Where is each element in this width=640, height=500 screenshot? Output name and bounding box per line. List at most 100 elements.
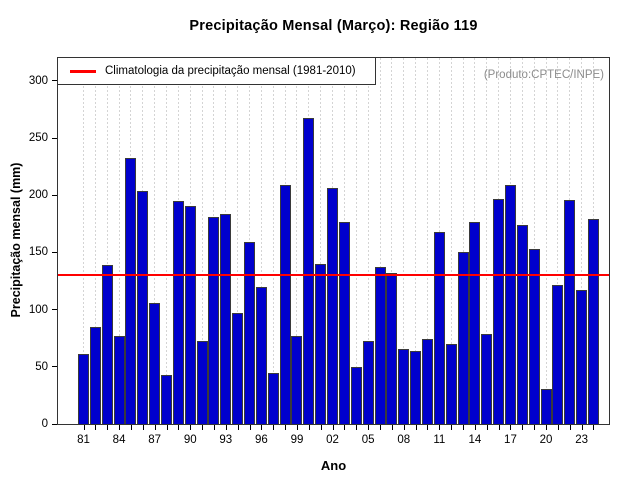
gridline-2020 (545, 58, 547, 424)
bar-2007 (386, 273, 398, 424)
y-axis-label: Precipitação mensal (mm) (9, 162, 23, 318)
bar-2019 (528, 249, 540, 424)
y-tick-150 (52, 251, 57, 253)
gridline-2021 (557, 58, 559, 424)
gridline-1987 (154, 58, 156, 424)
x-tick-1991 (202, 425, 204, 430)
gridline-1983 (106, 58, 108, 424)
gridline-2006 (379, 58, 381, 424)
x-tick-2023 (581, 425, 583, 430)
x-tick-2010 (427, 425, 429, 430)
x-tick-label-1996: 96 (254, 434, 268, 446)
bar-2011 (433, 231, 445, 424)
x-tick-label-1990: 90 (183, 434, 197, 446)
bar-1995 (244, 242, 256, 424)
x-tick-2016 (498, 425, 500, 430)
x-tick-2013 (463, 425, 465, 430)
bar-1985 (125, 157, 137, 424)
x-tick-2004 (356, 425, 358, 430)
bar-1990 (184, 205, 196, 424)
gridline-1984 (118, 58, 120, 424)
x-tick-1998 (285, 425, 287, 430)
x-tick-2007 (391, 425, 393, 430)
bar-1983 (101, 265, 113, 424)
gridline-2013 (462, 58, 464, 424)
gridline-1982 (94, 58, 96, 424)
x-tick-label-1987: 87 (148, 434, 162, 446)
bar-2020 (540, 388, 552, 424)
gridline-2007 (391, 58, 393, 424)
x-tick-1982 (95, 425, 97, 430)
bar-1996 (255, 286, 267, 424)
y-tick-200 (52, 194, 57, 196)
x-tick-1989 (178, 425, 180, 430)
x-tick-2001 (320, 425, 322, 430)
x-tick-label-1999: 99 (290, 434, 304, 446)
bar-2001 (315, 263, 327, 424)
x-tick-2012 (451, 425, 453, 430)
x-tick-2022 (569, 425, 571, 430)
bar-2003 (338, 221, 350, 424)
y-tick-label-200: 200 (28, 189, 48, 202)
x-tick-2005 (368, 425, 370, 430)
x-tick-1981 (83, 425, 85, 430)
x-tick-label-2002: 02 (326, 434, 339, 446)
bar-1984 (113, 335, 125, 424)
bar-2000 (303, 117, 315, 424)
x-tick-label-2017: 17 (504, 434, 517, 446)
gridline-1994 (237, 58, 239, 424)
x-tick-2011 (439, 425, 441, 430)
x-tick-2020 (546, 425, 548, 430)
gridline-1981 (83, 58, 84, 424)
y-tick-label-0: 0 (41, 418, 48, 430)
gridline-2015 (486, 58, 488, 424)
y-tick-100 (52, 309, 57, 311)
y-tick-50 (52, 366, 57, 368)
bar-1991 (196, 340, 208, 424)
bar-1981 (78, 354, 89, 424)
bar-2016 (493, 198, 505, 424)
x-tick-2002 (332, 425, 334, 430)
x-tick-2006 (380, 425, 381, 430)
x-tick-1987 (154, 425, 156, 430)
x-tick-1996 (261, 425, 263, 430)
x-tick-1999 (296, 425, 298, 430)
gridline-1995 (249, 58, 251, 424)
x-tick-2021 (557, 425, 559, 430)
bar-2012 (445, 343, 457, 424)
x-tick-1993 (225, 425, 227, 430)
gridline-1991 (201, 58, 203, 424)
bar-1989 (172, 201, 184, 424)
x-tick-label-2020: 20 (539, 434, 553, 446)
x-tick-label-1984: 84 (112, 434, 126, 446)
bar-1992 (208, 217, 220, 424)
gridline-2001 (320, 58, 322, 424)
x-tick-2015 (486, 425, 488, 430)
x-tick-1994 (237, 425, 239, 430)
bar-1993 (220, 213, 232, 424)
bar-2013 (457, 252, 469, 424)
x-tick-2008 (403, 425, 405, 430)
x-tick-1985 (130, 425, 132, 430)
x-tick-2014 (474, 425, 476, 430)
bar-2010 (421, 339, 433, 424)
x-tick-label-2023: 23 (575, 434, 589, 446)
gridline-2012 (450, 58, 452, 424)
legend: Climatologia da precipitação mensal (198… (57, 57, 376, 85)
y-tick-label-250: 250 (28, 132, 48, 145)
bar-2006 (374, 267, 386, 424)
bar-2022 (564, 199, 576, 424)
x-tick-1992 (213, 425, 215, 430)
x-tick-2018 (522, 425, 524, 430)
bar-1997 (267, 372, 279, 424)
gridline-1996 (260, 58, 262, 424)
y-tick-0 (52, 423, 57, 425)
legend-label: Climatologia da precipitação mensal (198… (105, 65, 356, 77)
x-tick-2009 (415, 425, 417, 430)
y-tick-label-100: 100 (28, 303, 48, 316)
bar-2015 (481, 333, 493, 424)
bar-1982 (89, 326, 101, 424)
gridline-2005 (367, 58, 369, 424)
x-tick-1988 (166, 425, 168, 430)
